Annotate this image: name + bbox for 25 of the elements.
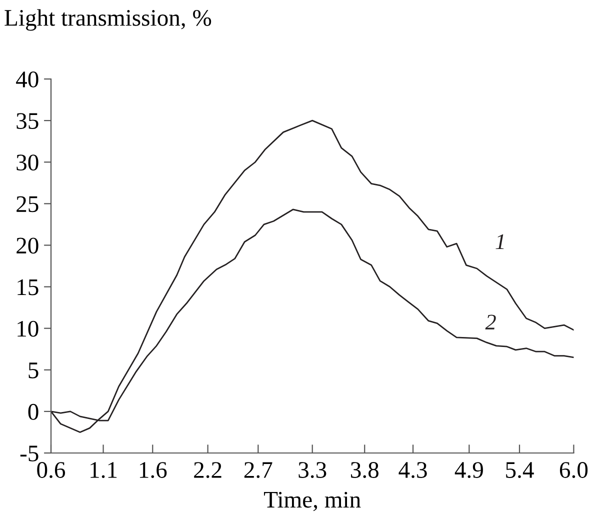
series-label: 1	[496, 234, 504, 250]
x-tick-label: 4.3	[398, 462, 427, 478]
y-tick-label: 40	[16, 71, 38, 88]
y-axis-title: Light transmission, %	[4, 9, 212, 31]
y-tick-label: 0	[28, 404, 38, 420]
x-tick-label: 1.1	[90, 462, 117, 478]
x-tick-label: 2.2	[194, 462, 222, 478]
y-tick-label: 25	[16, 196, 38, 212]
x-tick-label: 0.6	[37, 462, 66, 478]
y-tick-label: 5	[28, 362, 38, 378]
y-tick-label: 10	[18, 320, 38, 337]
y-tick-label: 30	[16, 154, 38, 171]
x-tick-label: 4.9	[454, 462, 483, 478]
x-tick-label: 3.8	[350, 462, 378, 478]
x-tick-label: 5.4	[506, 462, 534, 478]
x-tick-label: 1.6	[140, 462, 167, 478]
x-tick-label: 6.0	[560, 462, 588, 478]
x-axis-title: Time, min	[264, 492, 361, 512]
y-tick-label: 35	[16, 113, 38, 129]
y-tick-label: -5	[20, 446, 38, 462]
x-tick-label: 3.3	[298, 462, 326, 478]
x-tick-label: 2.7	[244, 462, 272, 478]
y-tick-label: 20	[16, 238, 38, 254]
y-tick-label: 15	[18, 279, 38, 296]
series-label: 2	[485, 314, 496, 330]
